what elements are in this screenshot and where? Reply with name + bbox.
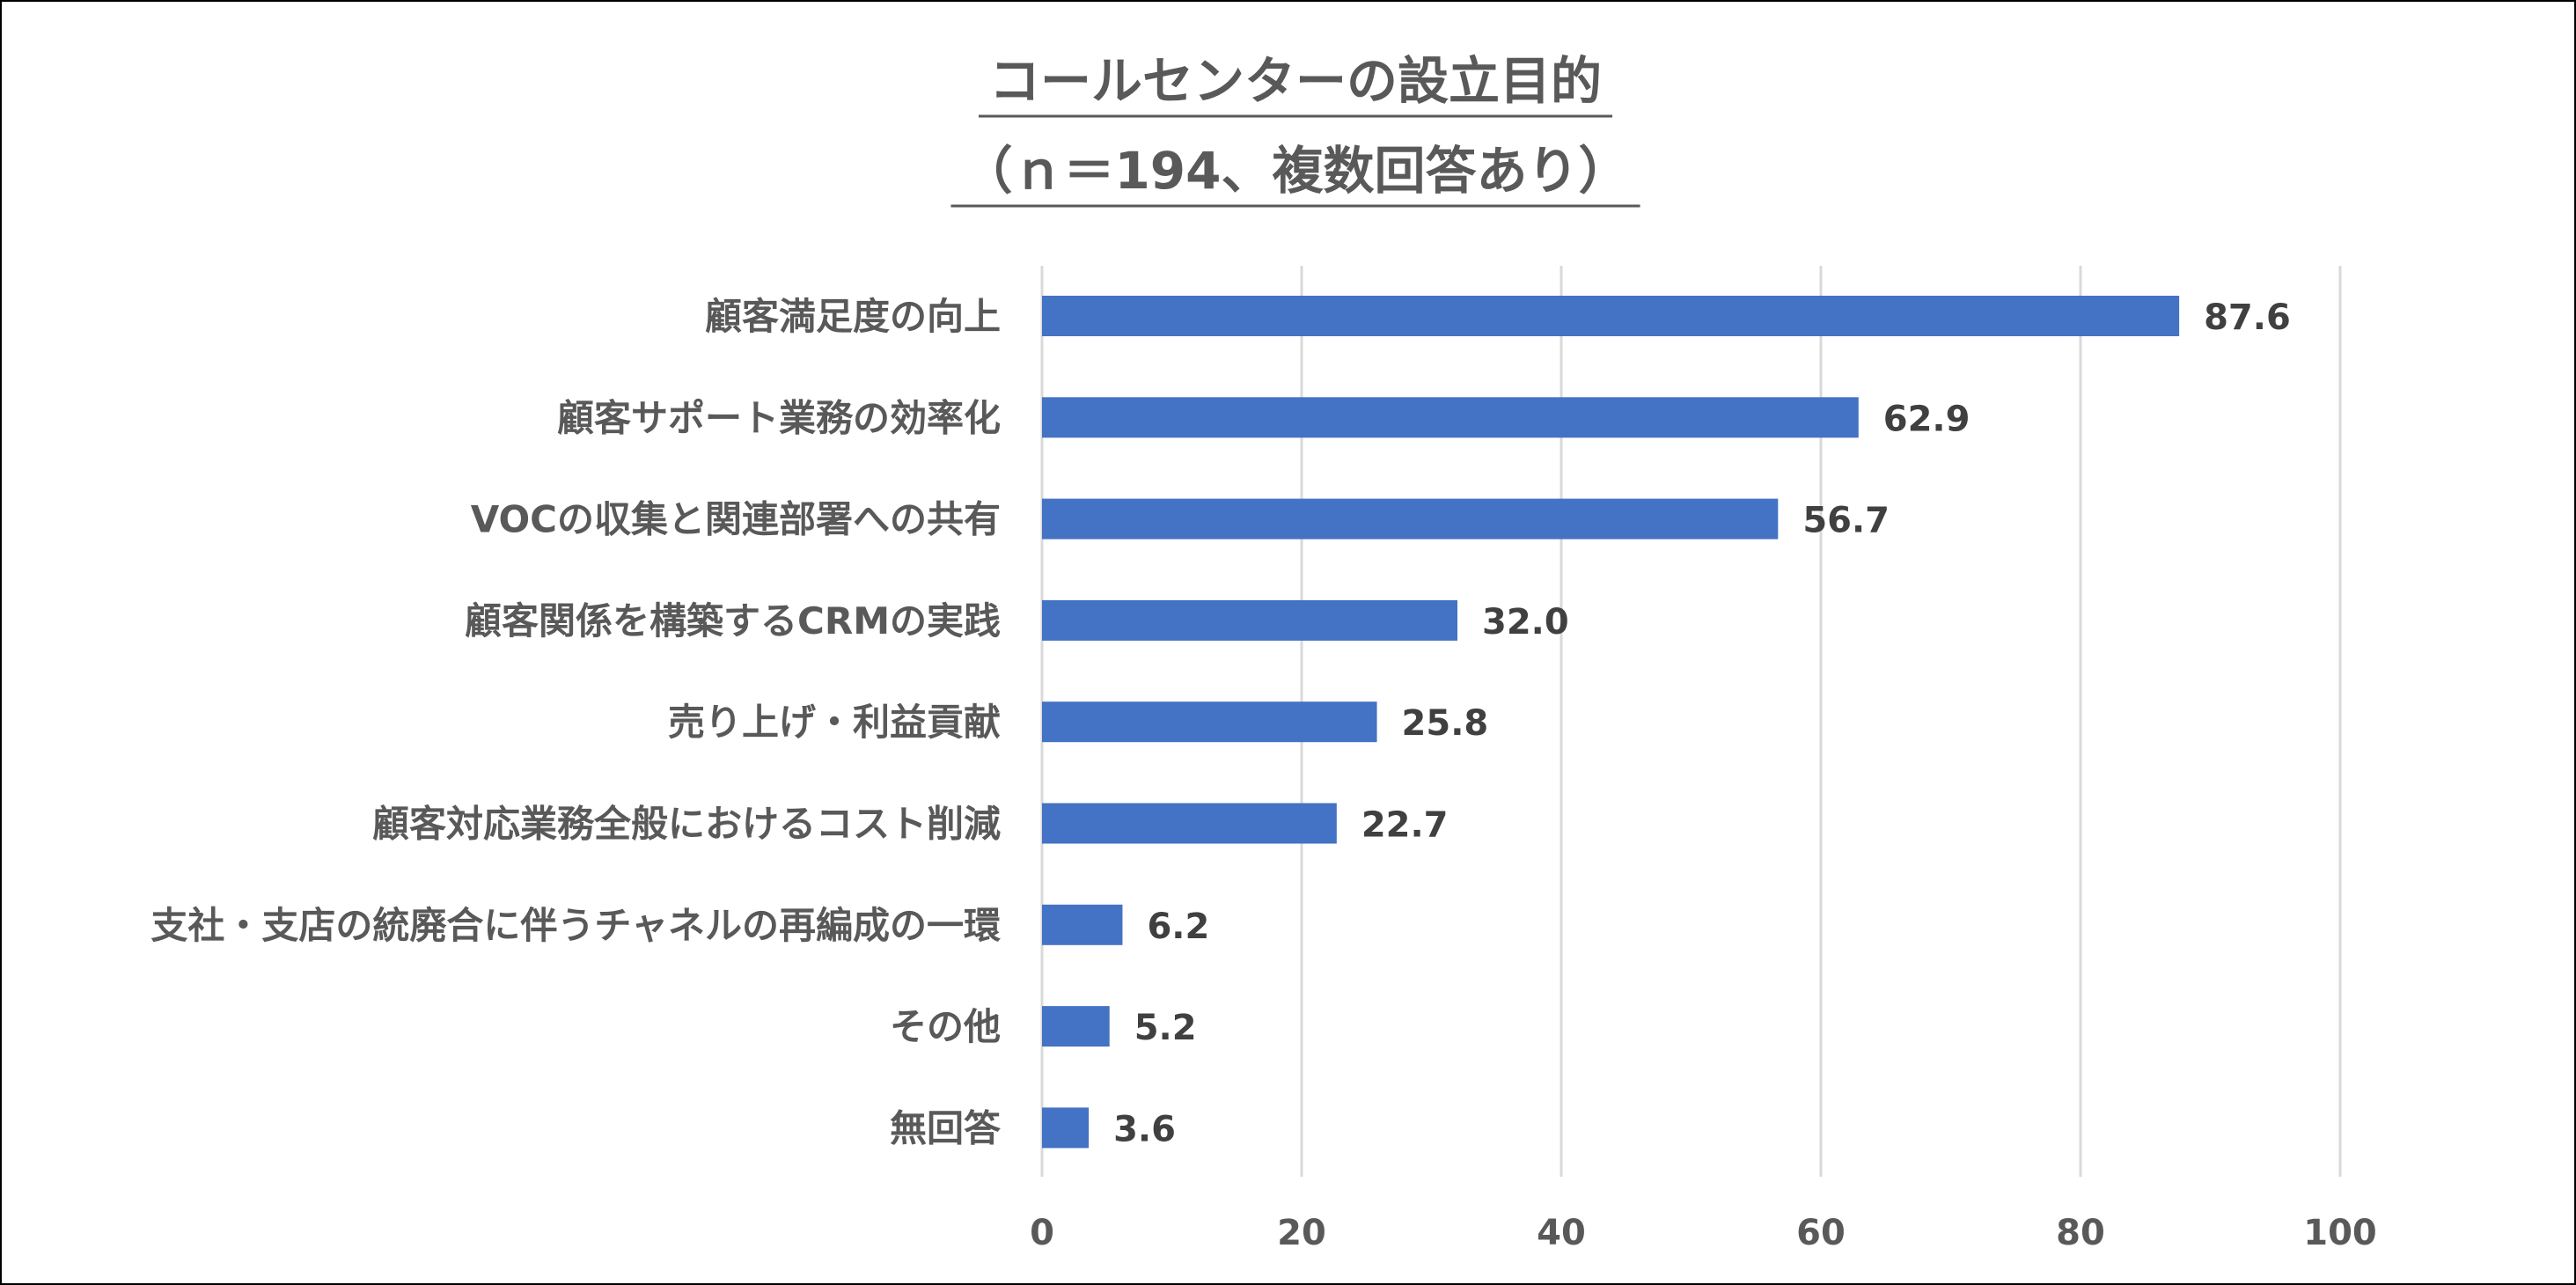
bar xyxy=(1042,296,2180,336)
value-label: 5.2 xyxy=(1134,1008,1197,1048)
category-label: VOCの収集と関連部署への共有 xyxy=(471,498,1001,541)
bar xyxy=(1042,1107,1090,1149)
value-label: 62.9 xyxy=(1883,399,1971,439)
x-tick-label: 100 xyxy=(2303,1213,2377,1253)
category-label: その他 xyxy=(890,1005,1001,1048)
bar xyxy=(1042,803,1337,844)
bar xyxy=(1042,904,1123,945)
value-label: 56.7 xyxy=(1802,501,1890,541)
bar xyxy=(1042,599,1457,641)
bar xyxy=(1042,498,1779,540)
x-axis-tick-labels: 0 20 40 60 80 100 xyxy=(1030,1213,2377,1253)
x-tick-label: 40 xyxy=(1537,1213,1586,1253)
bars xyxy=(1042,296,2180,1149)
chart-title-group: コールセンターの設立目的 （ｎ＝194、複数回答あり） xyxy=(950,51,1640,208)
value-label: 6.2 xyxy=(1147,907,1209,947)
bar xyxy=(1042,701,1377,743)
x-tick-label: 20 xyxy=(1277,1213,1326,1253)
bar xyxy=(1042,1006,1110,1047)
x-tick-label: 60 xyxy=(1796,1213,1846,1253)
x-tick-label: 0 xyxy=(1030,1213,1054,1253)
chart-title: コールセンターの設立目的 xyxy=(989,51,1602,111)
category-label: 無回答 xyxy=(890,1106,1002,1149)
value-label: 87.6 xyxy=(2204,297,2291,338)
category-label: 顧客対応業務全般におけるコスト削減 xyxy=(372,803,1001,846)
category-label: 顧客関係を構築するCRMの実践 xyxy=(465,599,1001,642)
chart-subtitle: （ｎ＝194、複数回答あり） xyxy=(961,141,1629,201)
category-label: 顧客満足度の向上 xyxy=(705,295,1001,338)
category-label: 顧客サポート業務の効率化 xyxy=(557,396,1001,439)
value-labels: 87.6 62.9 56.7 32.0 25.8 22.7 6.2 5.2 3.6 xyxy=(1113,297,2291,1149)
value-label: 32.0 xyxy=(1482,602,1569,642)
category-label: 支社・支店の統廃合に伴うチャネルの再編成の一環 xyxy=(150,904,1001,947)
value-label: 3.6 xyxy=(1113,1109,1176,1149)
category-label: 売り上げ・利益貢献 xyxy=(668,701,1001,744)
value-label: 25.8 xyxy=(1402,703,1489,744)
x-tick-label: 80 xyxy=(2056,1213,2105,1253)
bar xyxy=(1042,397,1859,438)
value-label: 22.7 xyxy=(1361,805,1449,846)
